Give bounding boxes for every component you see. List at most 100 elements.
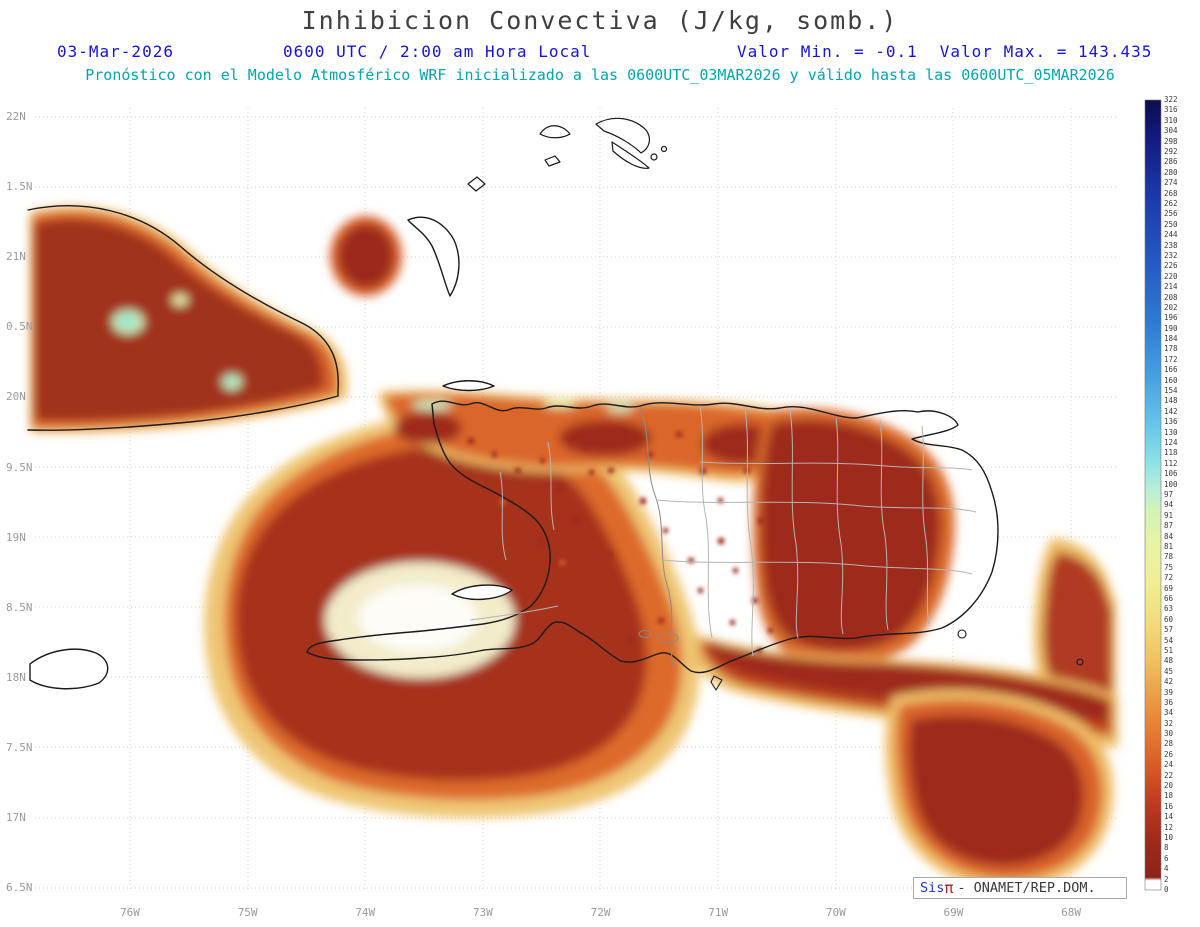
credit-text: - ONAMET/REP.DOM.	[957, 880, 1096, 896]
colorbar-tick: 6	[1164, 853, 1169, 863]
colorbar-tick: 316	[1164, 105, 1178, 115]
lat-label: 9.5N	[6, 460, 33, 474]
colorbar-tick: 148	[1164, 396, 1178, 406]
haiti-dr-border	[639, 407, 674, 667]
lon-label: 76W	[120, 906, 140, 919]
small-islands-coastlines	[710, 629, 1084, 691]
colorbar-tick: 10	[1164, 833, 1174, 843]
colorbar-tick: 238	[1164, 240, 1178, 250]
colorbar-tick: 36	[1164, 697, 1174, 707]
colorbar-tick: 208	[1164, 292, 1178, 302]
colorbar-tick: 304	[1164, 126, 1178, 136]
colorbar-tick: 202	[1164, 302, 1178, 312]
colorbar-tick: 310	[1164, 115, 1178, 125]
colorbar-tick: 30	[1164, 729, 1174, 739]
colorbar-tick: 16	[1164, 801, 1174, 811]
cin-shading-sea	[30, 206, 402, 433]
colorbar-tick: 4	[1164, 864, 1169, 874]
lon-label: 69W	[943, 906, 964, 919]
lat-label: 19N	[6, 530, 26, 544]
colorbar-tick: 214	[1164, 282, 1178, 292]
colorbar-tick: 78	[1164, 552, 1174, 562]
colorbar-tick: 54	[1164, 635, 1174, 645]
colorbar-tick: 69	[1164, 583, 1174, 593]
cin-shading-field	[204, 390, 1118, 890]
colorbar-tick: 91	[1164, 510, 1174, 520]
colorbar-tick: 232	[1164, 250, 1178, 260]
lon-label: 75W	[237, 906, 258, 919]
lat-label: 0.5N	[6, 320, 33, 334]
colorbar-tick: 250	[1164, 219, 1178, 229]
colorbar-tick: 48	[1164, 656, 1174, 666]
colorbar-tick: 26	[1164, 749, 1174, 759]
colorbar-tick: 60	[1164, 614, 1174, 624]
lake-azuei	[638, 630, 652, 638]
sispi-logo-sis: Sis	[920, 880, 945, 896]
lat-label: 6.5N	[6, 881, 33, 895]
colorbar-tick: 280	[1164, 167, 1178, 177]
colorbar-tick: 0	[1164, 885, 1169, 894]
lon-label: 70W	[825, 906, 846, 919]
lon-label: 72W	[590, 906, 611, 919]
colorbar-tick: 45	[1164, 666, 1174, 676]
colorbar-tick: 24	[1164, 760, 1174, 770]
colorbar-tick: 106	[1164, 469, 1178, 479]
lat-label: 18N	[6, 670, 26, 684]
sispi-logo-pi-icon: π	[944, 879, 954, 897]
colorbar-tick: 118	[1164, 448, 1178, 458]
colorbar	[1144, 99, 1162, 891]
colorbar-tick: 66	[1164, 593, 1174, 603]
colorbar-tick: 268	[1164, 188, 1178, 198]
colorbar-tick: 160	[1164, 375, 1178, 385]
colorbar-tick: 12	[1164, 822, 1174, 832]
colorbar-tick: 274	[1164, 178, 1178, 188]
colorbar-tick: 22	[1164, 770, 1174, 780]
colorbar-tick: 32	[1164, 718, 1174, 728]
colorbar-tick: 39	[1164, 687, 1174, 697]
colorbar-tick: 226	[1164, 261, 1178, 271]
colorbar-tick: 34	[1164, 708, 1174, 718]
colorbar-tick: 112	[1164, 458, 1178, 468]
colorbar-tick: 142	[1164, 406, 1178, 416]
minmax-values: Valor Min. = -0.1 Valor Max. = 143.435	[737, 42, 1174, 61]
colorbar-tick: 292	[1164, 146, 1178, 156]
valid-time: 0600 UTC / 2:00 am Hora Local	[283, 42, 592, 61]
colorbar-tick: 190	[1164, 323, 1178, 333]
colorbar-tick: 20	[1164, 781, 1174, 791]
colorbar-tick: 154	[1164, 386, 1178, 396]
colorbar-tick: 63	[1164, 604, 1174, 614]
lat-label: 20N	[6, 390, 26, 404]
lon-label: 71W	[708, 906, 729, 919]
lat-label: 22N	[6, 110, 26, 123]
colorbar-tick: 8	[1164, 843, 1169, 853]
colorbar-tick: 28	[1164, 739, 1174, 749]
run-date: 03-Mar-2026	[57, 42, 174, 61]
colorbar-tick: 87	[1164, 521, 1174, 531]
colorbar-tick: 42	[1164, 677, 1174, 687]
colorbar-tick: 196	[1164, 313, 1178, 323]
colorbar-tick: 172	[1164, 354, 1178, 364]
colorbar-tick: 298	[1164, 136, 1178, 146]
lon-label: 73W	[472, 906, 493, 919]
lon-label: 68W	[1061, 906, 1081, 919]
colorbar-tick: 244	[1164, 230, 1178, 240]
colorbar-tick: 256	[1164, 209, 1178, 219]
lat-label: 8.5N	[6, 600, 33, 614]
colorbar-tick: 286	[1164, 157, 1178, 167]
colorbar-tick: 166	[1164, 365, 1178, 375]
colorbar-tick: 130	[1164, 427, 1178, 437]
cuba-coastline	[27, 205, 339, 431]
lat-label: 7.5N	[6, 740, 33, 754]
max-value-label: Valor Max. = 143.435	[939, 42, 1153, 61]
colorbar-tick: 178	[1164, 344, 1178, 354]
admin-borders	[469, 405, 977, 667]
lake-enriquillo	[657, 632, 679, 644]
colorbar-tick: 81	[1164, 541, 1174, 551]
coastlines	[27, 117, 1084, 691]
colorbar-tick: 97	[1164, 490, 1174, 499]
colorbar-tick: 2	[1164, 874, 1169, 884]
colorbar-tick: 51	[1164, 645, 1174, 655]
lat-label: 1.5N	[6, 180, 33, 194]
colorbar-tick: 94	[1164, 500, 1174, 510]
colorbar-tick: 72	[1164, 573, 1174, 583]
